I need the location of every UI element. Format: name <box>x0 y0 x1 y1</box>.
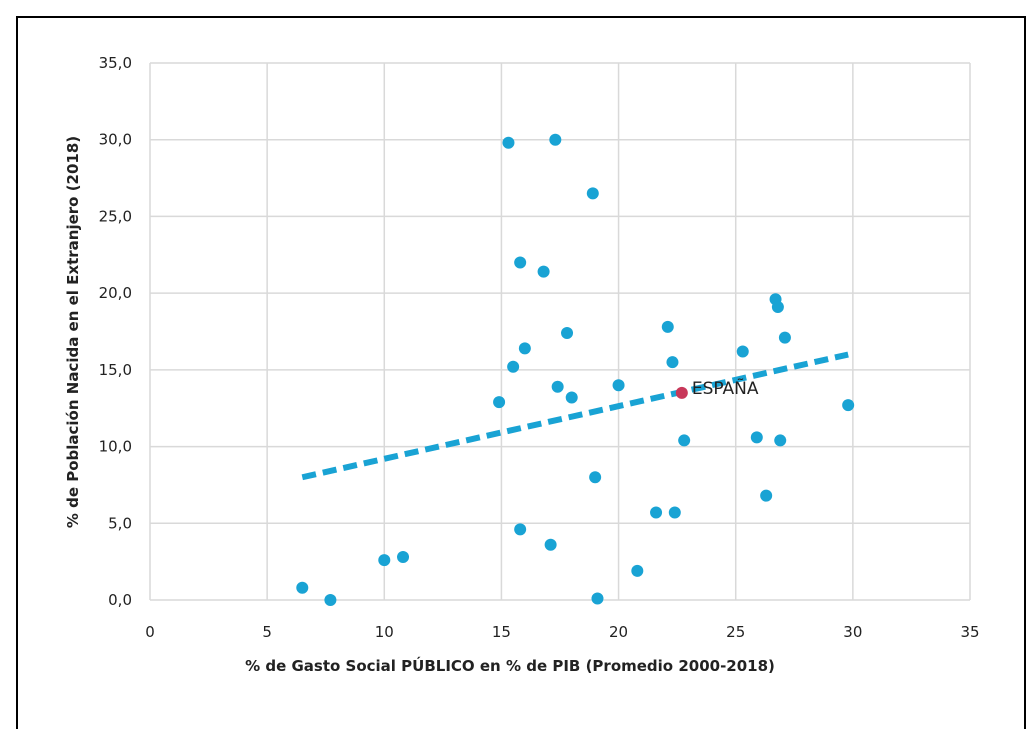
data-point <box>612 379 625 392</box>
data-point <box>774 434 787 447</box>
data-point <box>507 360 520 373</box>
data-point <box>591 592 604 605</box>
y-axis-title: % de Población Nacida en el Extranjero (… <box>64 136 82 528</box>
data-point <box>586 187 599 200</box>
y-tick-label: 15,0 <box>99 361 132 379</box>
x-tick-label: 0 <box>145 623 155 641</box>
data-point <box>678 434 691 447</box>
data-point <box>537 265 550 278</box>
x-axis-title: % de Gasto Social PÚBLICO en % de PIB (P… <box>245 656 775 675</box>
data-point <box>514 523 527 536</box>
data-point <box>514 256 527 269</box>
data-point <box>551 380 564 393</box>
x-tick-label: 25 <box>726 623 745 641</box>
y-tick-label: 20,0 <box>99 284 132 302</box>
data-point <box>842 399 855 412</box>
data-point <box>561 327 574 340</box>
y-tick-label: 30,0 <box>99 131 132 149</box>
data-point <box>666 356 679 369</box>
data-point <box>397 551 410 564</box>
data-point <box>778 331 791 344</box>
y-tick-label: 10,0 <box>99 438 132 456</box>
data-point <box>565 391 578 404</box>
data-point <box>549 133 562 146</box>
data-point <box>736 345 749 358</box>
x-tick-label: 30 <box>843 623 862 641</box>
data-point <box>544 538 557 551</box>
data-point <box>750 431 763 444</box>
y-tick-label: 25,0 <box>99 207 132 225</box>
data-points <box>296 133 855 606</box>
x-tick-label: 20 <box>609 623 628 641</box>
data-point <box>661 320 674 333</box>
highlight-label-espana: ESPAÑA <box>692 377 759 399</box>
gridlines <box>149 62 971 601</box>
data-point <box>650 506 663 519</box>
data-point <box>324 594 337 606</box>
y-tick-label: 0,0 <box>108 591 132 609</box>
data-point <box>631 564 644 577</box>
x-tick-label: 5 <box>262 623 272 641</box>
data-point <box>296 581 309 594</box>
trendline <box>301 351 849 481</box>
y-tick-labels: 0,0 5,0 10,0 15,0 20,0 25,0 30,0 35,0 <box>99 54 132 609</box>
chart-frame <box>16 16 1026 729</box>
data-point <box>771 300 784 313</box>
y-tick-label: 35,0 <box>99 54 132 72</box>
data-point <box>518 342 531 355</box>
data-point <box>378 554 391 567</box>
data-point <box>502 136 515 149</box>
x-tick-label: 10 <box>375 623 394 641</box>
data-point <box>589 471 602 484</box>
data-point <box>760 489 773 502</box>
x-tick-label: 35 <box>960 623 979 641</box>
x-tick-labels: 0 5 10 15 20 25 30 35 <box>145 623 979 641</box>
data-point <box>668 506 681 519</box>
highlight-point-espana <box>675 386 688 399</box>
y-tick-label: 5,0 <box>108 514 132 532</box>
data-point <box>493 396 506 409</box>
x-tick-label: 15 <box>492 623 511 641</box>
